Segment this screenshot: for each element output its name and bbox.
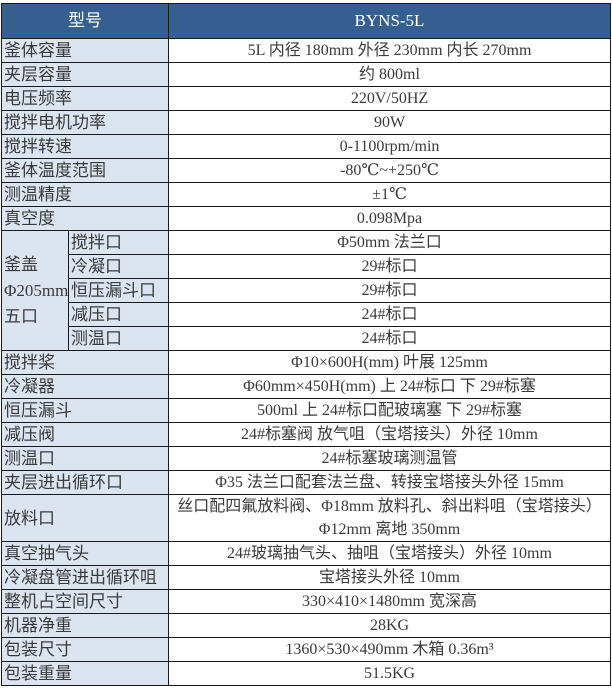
row-label: 搅拌电机功率: [1, 110, 169, 135]
table-row: 减压口 24#标口: [2, 302, 611, 327]
table-row: 冷凝盘管进出循环咀 宝塔接头外径 10mm: [1, 565, 611, 590]
discharge-line-2: Φ12mm 离地 350mm: [318, 521, 461, 538]
row-label: 测温精度: [1, 182, 169, 207]
row-value: Φ35 法兰口配套法兰盘、转接宝塔接头外径 15mm: [168, 470, 611, 495]
table-row: 减压阀 24#标塞阀 放气咀（宝塔接头）外径 10mm: [1, 422, 611, 447]
row-label: 釜体容量: [1, 38, 169, 63]
table-row: 真空抽气头 24#玻璃抽气头、抽咀（宝塔接头）外径 10mm: [1, 541, 611, 566]
row-value: 330×410×1480mm 宽深高: [168, 589, 611, 614]
table-row: 恒压漏斗口 29#标口: [2, 278, 611, 303]
spec-table: 型号 BYNS-5L 釜体容量 5L 内径 180mm 外径 230mm 内长 2…: [1, 3, 611, 686]
row-value: Φ10×600H(mm) 叶展 125mm: [168, 350, 611, 375]
table-row: 测温口 24#标塞玻璃测温管: [1, 446, 611, 471]
table-row: 测温精度 ±1℃: [1, 182, 611, 207]
row-label: 减压阀: [1, 422, 169, 447]
row-label: 真空抽气头: [1, 541, 169, 566]
row-value: -80℃~+250℃: [168, 158, 611, 183]
table-row: 电压频率 220V/50HZ: [1, 86, 611, 111]
row-label: 包装重量: [1, 661, 169, 686]
row-label: 整机占空间尺寸: [1, 589, 169, 614]
table-row: 包装尺寸 1360×530×490mm 木箱 0.36m³: [1, 637, 611, 662]
table-row: 夹层进出循环口 Φ35 法兰口配套法兰盘、转接宝塔接头外径 15mm: [1, 470, 611, 495]
lid-label-line: 五口: [4, 306, 38, 326]
row-value: 24#玻璃抽气头、抽咀（宝塔接头）外径 10mm: [168, 541, 611, 566]
row-label: 釜体温度范围: [1, 158, 169, 183]
row-label: 夹层进出循环口: [1, 470, 169, 495]
row-value: 约 800ml: [168, 62, 611, 87]
port-value: 29#标口: [168, 278, 611, 303]
table-header-row: 型号 BYNS-5L: [1, 3, 611, 39]
row-label: 夹层容量: [1, 62, 169, 87]
lid-label-line: 釜盖: [4, 254, 38, 274]
row-value: 5L 内径 180mm 外径 230mm 内长 270mm: [168, 38, 611, 63]
table-row: 釜盖 Φ205mm 五口 搅拌口 Φ50mm 法兰口: [1, 230, 611, 351]
row-value: 0-1100rpm/min: [168, 134, 611, 159]
port-value: 29#标口: [168, 254, 611, 279]
row-value: Φ60mm×450H(mm) 上 24#标口 下 29#标塞: [168, 374, 611, 399]
row-label: 测温口: [1, 446, 169, 471]
port-value: Φ50mm 法兰口: [168, 230, 611, 255]
row-value: 0.098Mpa: [168, 206, 611, 231]
row-label: 搅拌桨: [1, 350, 169, 375]
row-label: 放料口: [1, 494, 169, 542]
port-value: 24#标口: [168, 302, 611, 327]
table-row: 真空度 0.098Mpa: [1, 206, 611, 231]
discharge-line-1: 丝口配四氟放料阀、Φ18mm 放料孔、斜出料咀（宝塔接头）: [177, 498, 602, 515]
row-label: 恒压漏斗: [1, 398, 169, 423]
port-label: 恒压漏斗口: [68, 278, 169, 303]
table-row: 测温口 24#标口: [2, 326, 611, 351]
table-row: 恒压漏斗 500ml 上 24#标口配玻璃塞 下 29#标塞: [1, 398, 611, 423]
row-label: 真空度: [1, 206, 169, 231]
row-value: 宝塔接头外径 10mm: [168, 565, 611, 590]
port-label: 冷凝口: [68, 254, 169, 279]
row-label: 包装尺寸: [1, 637, 169, 662]
row-value: 28KG: [168, 613, 611, 638]
row-value: 丝口配四氟放料阀、Φ18mm 放料孔、斜出料咀（宝塔接头） Φ12mm 离地 35…: [168, 494, 611, 542]
table-row: 搅拌转速 0-1100rpm/min: [1, 134, 611, 159]
table-row: 夹层容量约 800ml: [1, 62, 611, 87]
table-row: 整机占空间尺寸 330×410×1480mm 宽深高: [1, 589, 611, 614]
table-row: 放料口 丝口配四氟放料阀、Φ18mm 放料孔、斜出料咀（宝塔接头） Φ12mm 离地…: [1, 494, 611, 542]
row-value: 1360×530×490mm 木箱 0.36m³: [168, 637, 611, 662]
table-row: 冷凝口 29#标口: [2, 254, 611, 279]
table-row: 搅拌电机功率 90W: [1, 110, 611, 135]
header-label: 型号: [1, 3, 169, 39]
row-value: ±1℃: [168, 182, 611, 207]
table-row: 搅拌桨 Φ10×600H(mm) 叶展 125mm: [1, 350, 611, 375]
table-row: 包装重量 51.5KG: [1, 661, 611, 686]
table-row: 冷凝器 Φ60mm×450H(mm) 上 24#标口 下 29#标塞: [1, 374, 611, 399]
port-label: 测温口: [68, 326, 169, 351]
table-row: 釜体容量 5L 内径 180mm 外径 230mm 内长 270mm: [1, 38, 611, 63]
row-value: 90W: [168, 110, 611, 135]
table-row: 机器净重 28KG: [1, 613, 611, 638]
header-model: BYNS-5L: [168, 3, 611, 39]
row-value: 24#标塞玻璃测温管: [168, 446, 611, 471]
row-value: 51.5KG: [168, 661, 611, 686]
row-label: 冷凝盘管进出循环咀: [1, 565, 169, 590]
port-value: 24#标口: [168, 326, 611, 351]
table-row: 釜体温度范围 -80℃~+250℃: [1, 158, 611, 183]
row-value: 24#标塞阀 放气咀（宝塔接头）外径 10mm: [168, 422, 611, 447]
port-label: 减压口: [68, 302, 169, 327]
row-label: 机器净重: [1, 613, 169, 638]
row-value: 500ml 上 24#标口配玻璃塞 下 29#标塞: [168, 398, 611, 423]
row-label: 搅拌转速: [1, 134, 169, 159]
row-label: 电压频率: [1, 86, 169, 111]
port-label: 搅拌口: [68, 230, 169, 255]
row-value: 220V/50HZ: [168, 86, 611, 111]
row-label: 冷凝器: [1, 374, 169, 399]
lid-label-line: Φ205mm: [4, 280, 69, 300]
lid-group-label: 釜盖 Φ205mm 五口: [1, 230, 69, 351]
